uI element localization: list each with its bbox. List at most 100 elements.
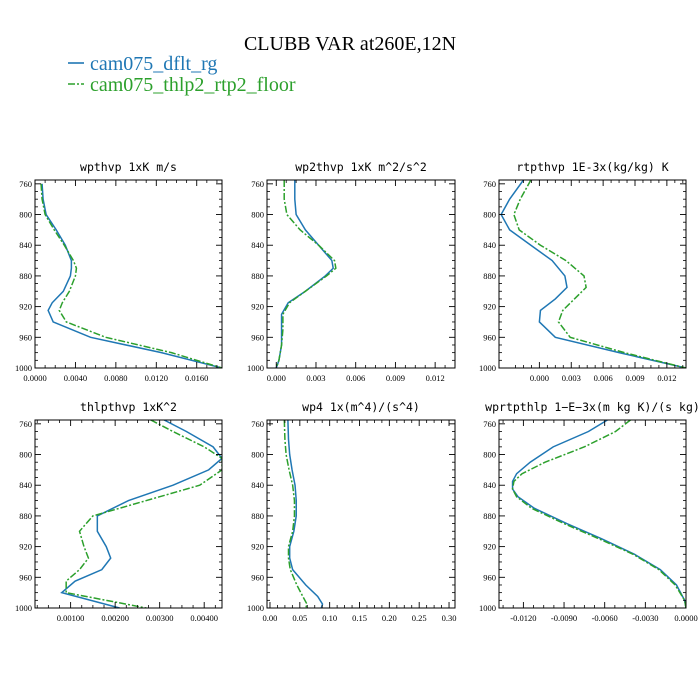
legend-label-1: cam075_thlp2_rtp2_floor [90,74,296,96]
y-tick-label: 920 [251,542,264,552]
x-tick-label: 0.05 [292,613,307,623]
x-tick-label: 0.00400 [190,613,218,623]
plot-frame [34,419,223,609]
plot-frame [498,419,687,609]
x-tick-label: 0.30 [442,613,457,623]
y-tick-label: 880 [251,511,264,521]
y-tick-label: 840 [251,240,264,250]
panel-1: wp2thvp 1xK m^2/s^2 0.000 0.003 0.006 0.009 0… [247,160,456,383]
plot-frame [34,179,223,369]
y-tick-label: 840 [251,480,264,490]
panel-3: thlpthvp 1xK^2 0.00100 0.00200 0.00300 0.004… [15,400,223,623]
y-tick-label: 800 [251,210,264,220]
x-tick-label: 0.00200 [101,613,129,623]
x-tick-label: 0.20 [382,613,397,623]
y-tick-label: 840 [483,480,496,490]
series-line-1 [275,180,337,368]
legend: cam075_dflt_rg cam075_thlp2_rtp2_floor [68,53,296,96]
x-tick-label: 0.006 [346,373,365,383]
y-tick-label: 880 [19,271,32,281]
y-tick-label: 800 [483,450,496,460]
y-tick-label: 960 [19,332,32,342]
y-tick-label: 920 [19,542,32,552]
y-tick-label: 1000 [479,603,496,613]
x-tick-label: 0.0120 [145,373,168,383]
x-tick-label: 0.006 [594,373,613,383]
y-tick-label: 880 [251,271,264,281]
series-line-1 [40,183,222,368]
panel-title: wpthvp 1xK m/s [80,160,177,174]
y-tick-label: 960 [483,332,496,342]
panel-5: wprtpthlp 1−E−3x(m kg K)/(s kg) -0.0120 -0… [479,400,700,623]
legend-label-0: cam075_dflt_rg [90,53,217,75]
x-tick-label: 0.009 [386,373,405,383]
x-tick-label: 0.000 [530,373,549,383]
y-tick-label: 760 [483,419,496,429]
series-line-0 [60,420,222,608]
y-tick-label: 920 [19,302,32,312]
x-tick-label: 0.000 [267,373,286,383]
y-tick-label: 760 [19,419,32,429]
plot-frame [266,179,456,369]
y-tick-label: 1000 [247,603,264,613]
series-line-0 [500,180,686,368]
y-tick-label: 960 [483,572,496,582]
x-tick-label: 0.0000 [23,373,46,383]
y-tick-label: 800 [251,450,264,460]
x-tick-label: 0.00100 [57,613,85,623]
x-tick-label: 0.00300 [146,613,174,623]
y-tick-label: 920 [483,542,496,552]
y-tick-label: 800 [19,210,32,220]
series-line-0 [511,420,686,608]
panel-4: wp4 1x(m^4)/(s^4) 0.00 0.05 0.10 0.15 0.20 0.2… [247,400,456,623]
plot-frame [498,179,687,369]
series-line-1 [511,420,686,608]
y-tick-label: 760 [19,179,32,189]
y-tick-label: 880 [483,271,496,281]
x-tick-label: -0.0060 [592,613,618,623]
panel-title: wp2thvp 1xK m^2/s^2 [295,160,427,174]
panel-title: thlpthvp 1xK^2 [80,400,177,414]
y-tick-label: 760 [251,179,264,189]
y-tick-label: 840 [483,240,496,250]
y-tick-label: 800 [483,210,496,220]
y-tick-label: 1000 [479,363,496,373]
y-tick-label: 960 [251,332,264,342]
series-line-0 [41,183,222,368]
panel-title: wp4 1x(m^4)/(s^4) [302,400,420,414]
y-tick-label: 880 [19,511,32,521]
panel-title: wprtpthlp 1−E−3x(m kg K)/(s kg) [485,400,700,414]
y-tick-label: 960 [19,572,32,582]
y-tick-label: 840 [19,480,32,490]
x-tick-label: 0.003 [562,373,581,383]
y-tick-label: 800 [19,450,32,460]
x-tick-label: 0.0160 [185,373,208,383]
y-tick-label: 960 [251,572,264,582]
panels: wpthvp 1xK m/s 0.0000 0.0040 0.0080 0.0120 0.… [15,160,700,623]
y-tick-label: 1000 [15,603,32,613]
series-line-1 [65,420,222,608]
x-tick-label: 0.012 [657,373,676,383]
x-tick-label: -0.0120 [510,613,536,623]
y-tick-label: 840 [19,240,32,250]
x-tick-label: 0.25 [412,613,427,623]
x-tick-label: -0.0090 [551,613,577,623]
panel-0: wpthvp 1xK m/s 0.0000 0.0040 0.0080 0.0120 0.… [15,160,223,383]
series-line-0 [275,180,335,368]
x-tick-label: 0.0000 [674,613,697,623]
x-tick-label: 0.009 [625,373,644,383]
panel-title: rtpthvp 1E-3x(kg/kg) K [516,160,668,174]
x-tick-label: 0.0040 [64,373,87,383]
y-tick-label: 920 [251,302,264,312]
y-tick-label: 760 [483,179,496,189]
x-tick-label: -0.0030 [632,613,658,623]
plot-frame [266,419,456,609]
x-tick-label: 0.10 [322,613,337,623]
y-tick-label: 880 [483,511,496,521]
x-tick-label: 0.012 [426,373,445,383]
panel-2: rtpthvp 1E-3x(kg/kg) K 0.000 0.003 0.006 0.0… [479,160,687,383]
x-tick-label: 0.15 [352,613,367,623]
series-line-0 [287,420,324,608]
y-tick-label: 1000 [15,363,32,373]
